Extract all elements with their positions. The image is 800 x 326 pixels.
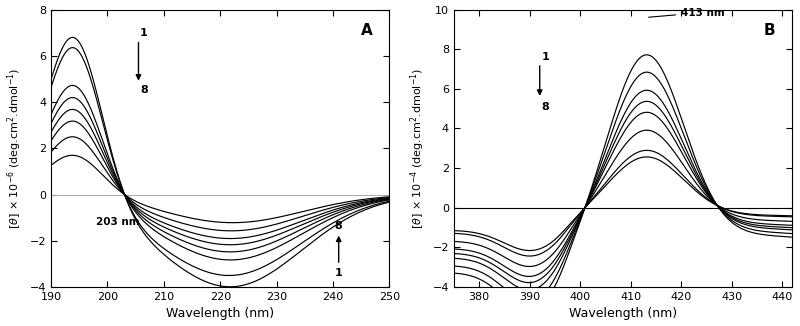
Y-axis label: [$\theta$] $\times$ 10$^{-4}$ (deg.cm$^2$.dmol$^{-1}$): [$\theta$] $\times$ 10$^{-4}$ (deg.cm$^2… [408,68,427,229]
Text: 8: 8 [335,221,342,231]
X-axis label: Wavelength (nm): Wavelength (nm) [569,307,677,320]
Text: 1: 1 [542,52,549,62]
Text: 1: 1 [335,268,342,278]
Text: 203 nm: 203 nm [96,216,140,227]
Text: 8: 8 [542,102,549,112]
Text: 1: 1 [140,28,148,38]
Y-axis label: [$\theta$] $\times$ 10$^{-6}$ (deg.cm$^2$.dmol$^{-1}$): [$\theta$] $\times$ 10$^{-6}$ (deg.cm$^2… [6,68,24,229]
Text: B: B [764,23,775,38]
X-axis label: Wavelength (nm): Wavelength (nm) [166,307,274,320]
Text: 8: 8 [140,85,148,96]
Text: 413 nm: 413 nm [649,7,725,18]
Text: A: A [361,23,373,38]
